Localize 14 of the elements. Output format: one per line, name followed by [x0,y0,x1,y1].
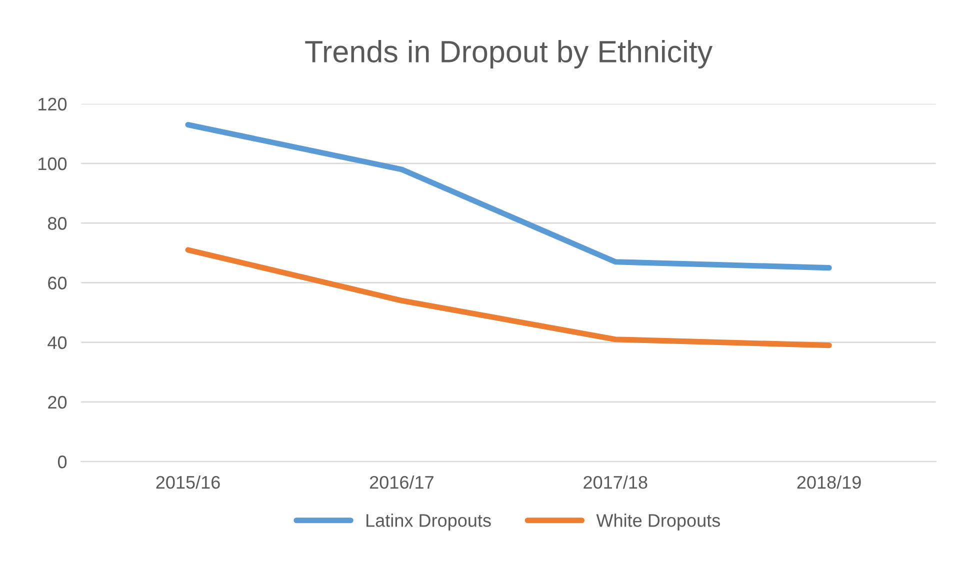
x-tick-label: 2018/19 [797,475,861,489]
x-tick-label: 2017/18 [584,475,648,489]
y-tick-label: 20 [48,396,67,409]
y-tick-label: 100 [38,157,67,170]
y-tick-label: 40 [48,336,67,350]
x-tick-label: 2015/16 [156,475,220,489]
y-tick-label: 60 [48,276,67,290]
chart-title: Trends in Dropout by Ethnicity [305,40,713,69]
y-tick-label: 0 [58,456,67,468]
legend-label: Latinx Dropouts [366,514,491,530]
y-tick-label: 80 [48,217,67,230]
legend-label: White Dropouts [596,514,720,530]
y-tick-label: 120 [38,98,67,111]
x-tick-label: 2016/17 [370,475,434,489]
